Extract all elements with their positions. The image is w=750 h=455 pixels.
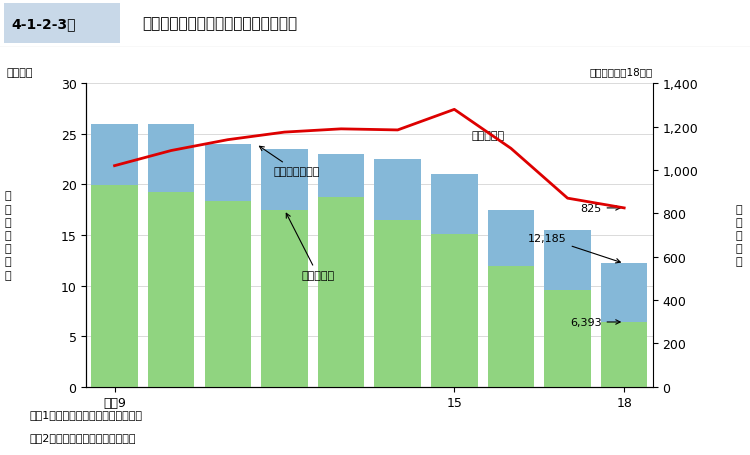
Bar [431, 175, 478, 387]
Text: 825: 825 [580, 203, 620, 213]
Text: うち少年数: うち少年数 [286, 214, 334, 281]
Bar [261, 210, 308, 387]
Bar [488, 267, 534, 387]
Text: 6,393: 6,393 [570, 317, 620, 327]
Bar [205, 145, 251, 387]
Bar [601, 264, 647, 387]
Bar [544, 230, 591, 387]
Text: 2　共同危険型暴走族に限る。: 2 共同危険型暴走族に限る。 [30, 432, 136, 442]
FancyBboxPatch shape [4, 4, 120, 44]
Text: 暴
走
族
構
成
員
数: 暴 走 族 構 成 員 数 [4, 191, 10, 280]
Bar [261, 150, 308, 387]
Text: 12,185: 12,185 [528, 233, 620, 263]
Text: 4-1-2-3図: 4-1-2-3図 [11, 17, 76, 31]
Bar [92, 186, 138, 387]
Bar [601, 322, 647, 387]
Bar [431, 234, 478, 387]
Bar [488, 210, 534, 387]
Bar [318, 155, 364, 387]
Text: （平成９年～18年）: （平成９年～18年） [590, 66, 652, 76]
Bar [205, 201, 251, 387]
Text: 注　1　警察庁交通局の資料による。: 注 1 警察庁交通局の資料による。 [30, 410, 143, 420]
Text: グ
ル
ー
プ
数: グ ル ー プ 数 [736, 204, 742, 267]
Bar [92, 125, 138, 387]
Bar [544, 290, 591, 387]
Bar [318, 197, 364, 387]
Bar [148, 192, 194, 387]
Bar [148, 125, 194, 387]
Text: 暴走族構成員数: 暴走族構成員数 [260, 147, 320, 177]
Bar [374, 220, 421, 387]
Text: （千人）: （千人） [7, 68, 34, 78]
Text: 暴走族の構成員数・グループ数の推移: 暴走族の構成員数・グループ数の推移 [142, 16, 298, 31]
Bar [374, 160, 421, 387]
Text: グループ数: グループ数 [471, 131, 505, 141]
